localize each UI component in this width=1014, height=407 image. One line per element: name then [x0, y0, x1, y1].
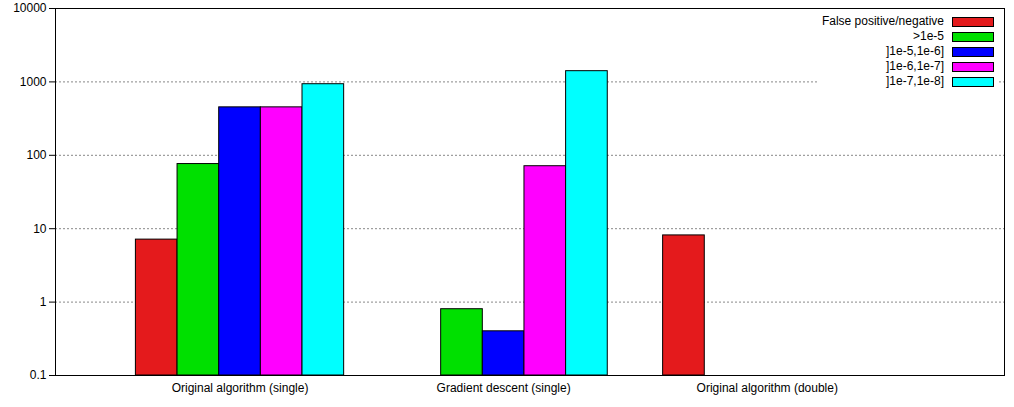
- html-text:]1e-7,1e-8]: ]1e-7,1e-8]: [886, 74, 944, 88]
- html-text:]1e-6,1e-7]: ]1e-6,1e-7]: [886, 59, 944, 73]
- svg-text:1000: 1000: [20, 75, 47, 89]
- svg-text:Original algorithm (single): Original algorithm (single): [172, 381, 309, 395]
- svg-text:10000: 10000: [13, 1, 47, 15]
- html-text:]1e-5,1e-6]: ]1e-5,1e-6]: [886, 44, 944, 58]
- svg-text:Gradient descent (single): Gradient descent (single): [437, 381, 571, 395]
- svg-text:Original algorithm (double): Original algorithm (double): [697, 381, 838, 395]
- svg-text:100: 100: [26, 148, 46, 162]
- html-text:>1e-5: >1e-5: [913, 29, 944, 43]
- svg-text:10: 10: [33, 222, 47, 236]
- html-text:False positive/negative: False positive/negative: [821, 14, 944, 28]
- svg-text:1: 1: [40, 295, 47, 309]
- svg-text:0.1: 0.1: [30, 368, 47, 382]
